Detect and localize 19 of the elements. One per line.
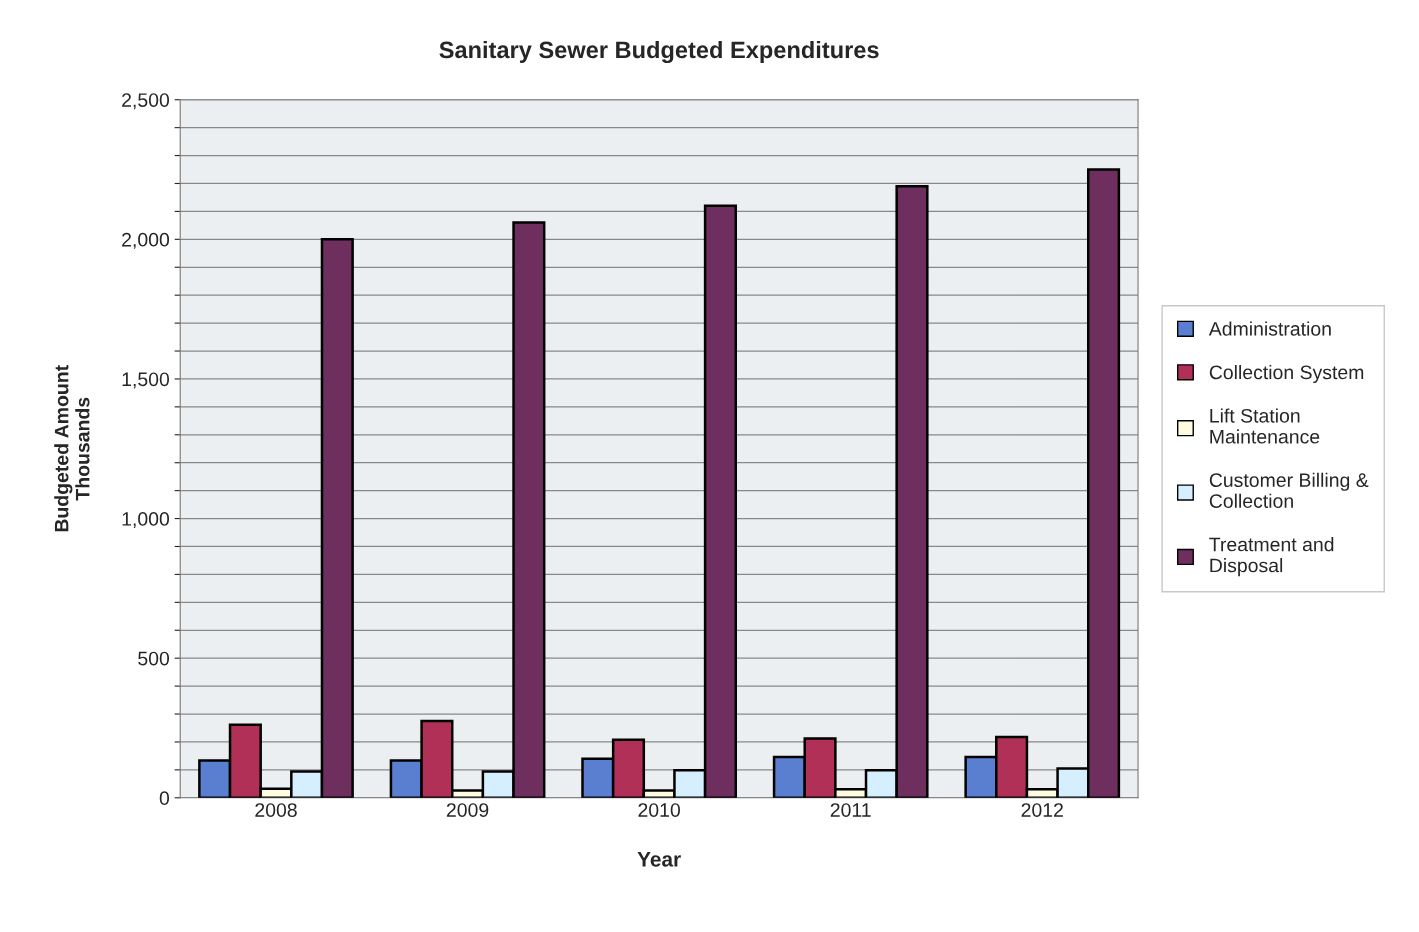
- y-axis-title: Budgeted Amount Thousands: [54, 365, 90, 532]
- y-tick-label: 500: [138, 651, 170, 666]
- x-tick-label: 2012: [1021, 803, 1063, 817]
- legend-label: Lift Station Maintenance: [1210, 408, 1320, 444]
- y-tick-label: 2,000: [122, 232, 170, 249]
- x-tick-label: 2011: [830, 803, 871, 817]
- x-tick-label: 2009: [446, 803, 489, 817]
- y-tick-label: 2,500: [122, 93, 170, 110]
- chart-title: Sanitary Sewer Budgeted Expenditures: [439, 40, 879, 64]
- y-tick-label: 1,000: [122, 512, 170, 529]
- x-axis-title: Year: [637, 852, 681, 867]
- legend-label: Customer Billing & Collection: [1209, 472, 1369, 508]
- x-tick-label: 2010: [638, 803, 680, 817]
- y-tick-label: 1,500: [122, 372, 170, 389]
- legend-label: Treatment and Disposal: [1209, 537, 1334, 577]
- legend-label: Administration: [1208, 321, 1331, 336]
- legend-label: Collection System: [1209, 364, 1364, 384]
- x-tick-label: 2008: [255, 803, 297, 817]
- y-tick-label: 0: [159, 791, 170, 806]
